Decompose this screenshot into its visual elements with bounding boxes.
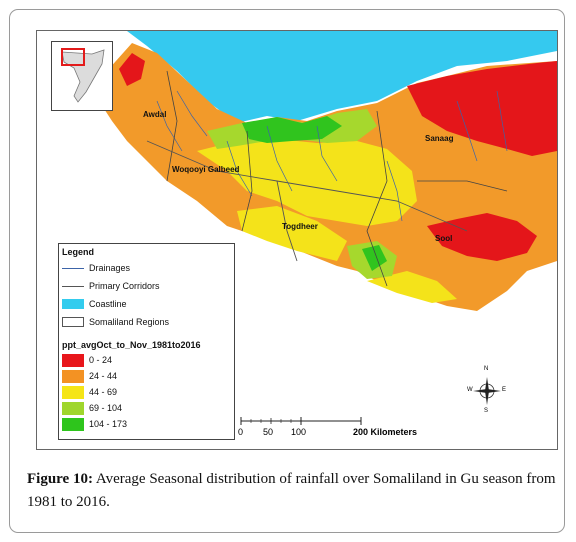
- scale-tick-50: 50: [263, 427, 274, 437]
- primary-corridors: [146, 140, 468, 262]
- compass-e: E: [502, 387, 507, 393]
- location-inset-map: [51, 41, 113, 111]
- drainage-line-symbol: [62, 268, 84, 269]
- class-swatch: [62, 417, 84, 431]
- caption-label: Figure 10:: [27, 471, 93, 487]
- caption-text: Average Seasonal distribution of rainfal…: [27, 471, 556, 510]
- compass-w: W: [467, 387, 473, 393]
- region-label-woqooyi-galbeed: Woqooyi Galbeed: [172, 165, 240, 174]
- drainages: [156, 90, 508, 222]
- zone-0-24-north: [407, 61, 557, 156]
- zone-44-69-b: [237, 206, 347, 261]
- zone-0-24-west: [119, 53, 145, 86]
- class-swatch: [62, 353, 84, 367]
- class-swatch: [62, 385, 84, 399]
- coastline-fill-symbol: [62, 299, 84, 309]
- scale-bar: 0 50 100 200 Kilometers: [233, 415, 473, 445]
- region-label-awdal: Awdal: [143, 110, 167, 119]
- coastline-sea: [127, 31, 557, 123]
- legend-item-drainages: Drainages: [62, 262, 130, 274]
- class-swatch: [62, 401, 84, 415]
- corridor-line-symbol: [62, 286, 84, 287]
- legend-class-104-173: 104 - 173: [62, 417, 232, 431]
- zone-44-69-c: [367, 271, 457, 303]
- compass-s: S: [484, 408, 489, 414]
- figure-frame: Awdal Woqooyi Galbeed Togdheer Sanaag So…: [9, 9, 565, 533]
- region-label-togdheer: Togdheer: [282, 222, 318, 231]
- inset-outline: [61, 49, 105, 103]
- legend-item-somaliland-regions: Somaliland Regions: [62, 316, 169, 328]
- class-swatch: [62, 369, 84, 383]
- legend-class-44-69: 44 - 69: [62, 385, 232, 399]
- rainfall-map: [99, 31, 557, 311]
- scale-tick-200-km: 200 Kilometers: [353, 427, 418, 437]
- map-legend: Legend Drainages Primary Corridors Coast…: [58, 243, 235, 440]
- zone-44-69: [197, 139, 417, 226]
- scale-tick-100: 100: [291, 427, 307, 437]
- compass-rose-icon: [473, 377, 501, 405]
- legend-title: Legend: [62, 247, 95, 257]
- legend-layer-name: ppt_avgOct_to_Nov_1981to2016: [62, 340, 201, 350]
- legend-item-primary-corridors: Primary Corridors: [62, 280, 160, 292]
- compass-n: N: [484, 366, 489, 372]
- figure-caption: Figure 10: Average Seasonal distribution…: [27, 468, 557, 514]
- region-label-sool: Sool: [435, 234, 453, 243]
- zone-104-173-b: [362, 245, 387, 271]
- zone-0-24-south: [427, 213, 537, 261]
- region-outline-symbol: [62, 317, 84, 327]
- legend-item-coastline: Coastline: [62, 298, 127, 310]
- legend-class-24-44: 24 - 44: [62, 369, 232, 383]
- map-panel: Awdal Woqooyi Galbeed Togdheer Sanaag So…: [36, 30, 558, 450]
- region-boundaries: [166, 70, 508, 287]
- inset-highlight-box: [61, 48, 85, 66]
- scale-bar-graphic: [240, 417, 362, 425]
- legend-class-69-104: 69 - 104: [62, 401, 232, 415]
- legend-class-0-24: 0 - 24: [62, 353, 232, 367]
- region-label-sanaag: Sanaag: [425, 134, 454, 143]
- scale-tick-0: 0: [238, 427, 244, 437]
- zone-104-173: [242, 116, 342, 143]
- compass-rose: N S E W: [467, 366, 507, 416]
